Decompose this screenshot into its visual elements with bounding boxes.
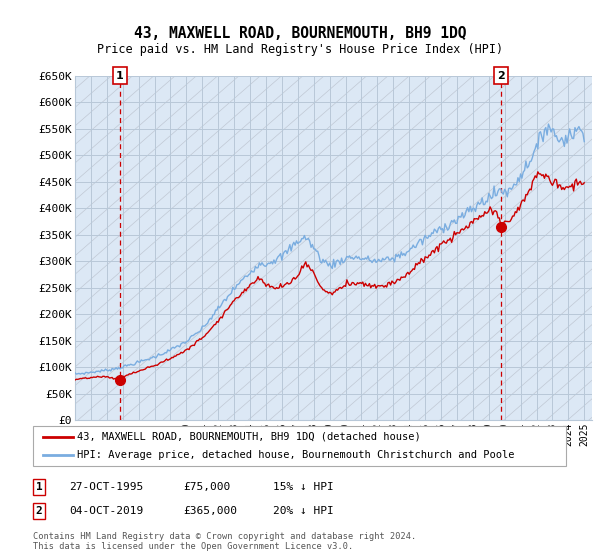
Text: £75,000: £75,000	[183, 482, 230, 492]
Text: £365,000: £365,000	[183, 506, 237, 516]
Text: 20% ↓ HPI: 20% ↓ HPI	[273, 506, 334, 516]
Text: 04-OCT-2019: 04-OCT-2019	[69, 506, 143, 516]
Text: 15% ↓ HPI: 15% ↓ HPI	[273, 482, 334, 492]
Text: 1: 1	[116, 71, 124, 81]
Text: HPI: Average price, detached house, Bournemouth Christchurch and Poole: HPI: Average price, detached house, Bour…	[77, 450, 514, 460]
Text: Price paid vs. HM Land Registry's House Price Index (HPI): Price paid vs. HM Land Registry's House …	[97, 43, 503, 56]
Text: 2: 2	[35, 506, 43, 516]
Text: 1: 1	[35, 482, 43, 492]
Text: 27-OCT-1995: 27-OCT-1995	[69, 482, 143, 492]
Text: 2: 2	[497, 71, 505, 81]
Text: 43, MAXWELL ROAD, BOURNEMOUTH, BH9 1DQ (detached house): 43, MAXWELL ROAD, BOURNEMOUTH, BH9 1DQ (…	[77, 432, 421, 442]
Text: 43, MAXWELL ROAD, BOURNEMOUTH, BH9 1DQ: 43, MAXWELL ROAD, BOURNEMOUTH, BH9 1DQ	[134, 26, 466, 41]
Text: Contains HM Land Registry data © Crown copyright and database right 2024.
This d: Contains HM Land Registry data © Crown c…	[33, 532, 416, 552]
